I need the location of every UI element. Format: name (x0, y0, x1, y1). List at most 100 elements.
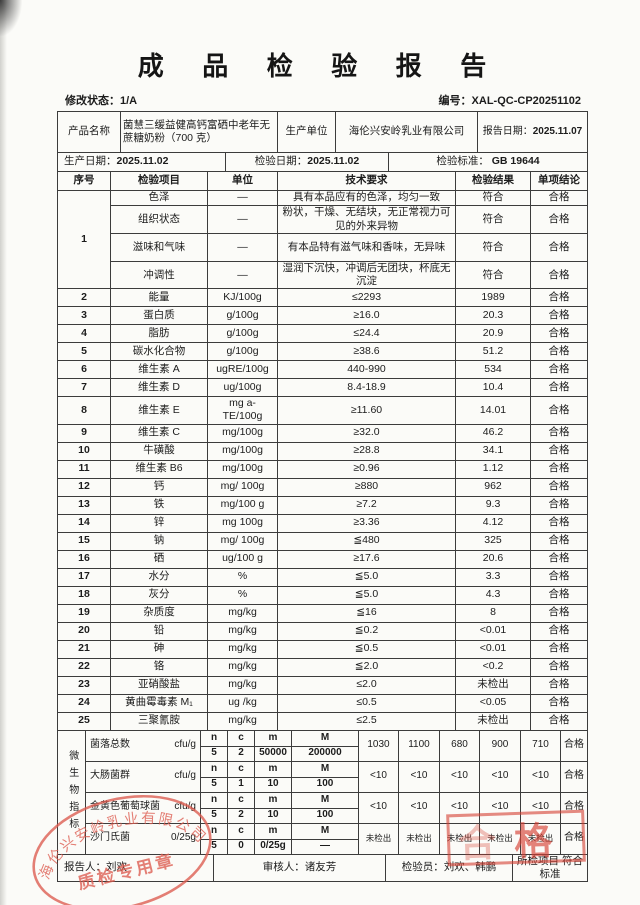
row-result: 46.2 (455, 423, 531, 443)
row-no: 22 (57, 657, 111, 677)
table-row: 11 维生素 B6 mg/100g ≥0.96 1.12 合格 (57, 459, 588, 479)
row-unit: mg/100g (207, 459, 278, 479)
grid-value-n: 5 (200, 838, 228, 855)
row-requirement: ≦480 (277, 531, 456, 551)
grid-header-m: m (254, 791, 292, 809)
row-item: 维生素 A (110, 360, 208, 380)
row-conclusion: 合格 (530, 657, 588, 677)
row-no: 9 (57, 423, 111, 443)
row-requirement: ≦2.0 (277, 657, 456, 677)
table-row: 23 亚硝酸盐 mg/kg ≤2.0 未检出 合格 (57, 675, 588, 695)
row-unit: mg/kg (207, 603, 278, 623)
row-conclusion: 合格 (530, 621, 588, 641)
micro-result: 未检出 (358, 822, 399, 855)
row-requirement: ≤0.5 (277, 693, 456, 713)
row-unit: mg/ 100g (207, 531, 278, 551)
grid-header-n: n (200, 822, 228, 840)
micro-result: 710 (520, 729, 561, 762)
table-row: 20 铅 mg/kg ≦0.2 <0.01 合格 (57, 621, 588, 641)
row-conclusion: 合格 (530, 378, 588, 398)
report-number: 编号：XAL-QC-CP20251102 (439, 92, 581, 108)
producer-value: 海伦兴安岭乳业有限公司 (335, 111, 478, 153)
micro-table: 微生物指标 菌落总数 cfu/g n c m M 1030 1100 680 90… (57, 729, 588, 855)
row-requirement: ≦5.0 (277, 567, 456, 587)
row-result: 325 (455, 531, 531, 551)
revision-label: 修改状态： (65, 95, 120, 107)
grid-header-c: c (227, 760, 255, 778)
row-no: 12 (57, 477, 111, 497)
micro-result: 1030 (358, 729, 399, 762)
row-item: 铁 (110, 495, 208, 515)
micro-result: 未检出 (398, 822, 440, 855)
row-item: 黄曲霉毒素 M₁ (110, 693, 208, 713)
micro-result: <10 (398, 760, 440, 793)
row-item: 灰分 (110, 585, 208, 605)
row-unit: mg/kg (207, 675, 278, 695)
info-table-bottom: 生产日期：2025.11.02 检验日期：2025.11.02 检验标准： GB… (57, 152, 588, 172)
row-requirement: ≥880 (277, 477, 456, 497)
row-conclusion: 合格 (530, 711, 588, 731)
row-unit: mg/kg (207, 639, 278, 659)
row-requirement: ≤2293 (277, 288, 456, 308)
table-row: 3 蛋白质 g/100g ≥16.0 20.3 合格 (57, 306, 588, 326)
row-no: 25 (57, 711, 111, 731)
row-conclusion: 合格 (530, 693, 588, 713)
row-result: 14.01 (455, 396, 531, 425)
row-no: 24 (57, 693, 111, 713)
micro-result: <10 (520, 791, 561, 824)
table-row: 1 色泽 — 具有本品应有的色泽，均匀一致 符合 合格 (57, 189, 588, 290)
grid-header-M: M (291, 791, 359, 809)
table-row: 2 能量 KJ/100g ≤2293 1989 合格 (57, 288, 588, 308)
row-requirement: ≥3.36 (277, 513, 456, 533)
row-item: 亚硝酸盐 (110, 675, 208, 695)
inspector-cell: 检验员：刘欢、韩鹏 (385, 853, 513, 882)
header-requirement: 技术要求 (277, 171, 456, 191)
row-item: 砷 (110, 639, 208, 659)
reporter-value: 刘欢 (106, 861, 127, 874)
header-result: 检验结果 (455, 171, 531, 191)
table-row: 12 钙 mg/ 100g ≥880 962 合格 (57, 477, 588, 497)
micro-side-label: 微生物指标 (57, 729, 86, 855)
row-requirement: ≥17.6 (277, 549, 456, 569)
row-result: 8 (455, 603, 531, 623)
checked-items-value: 符合标准 (539, 854, 583, 880)
row-unit: ug /kg (207, 693, 278, 713)
table-row: 4 脂肪 g/100g ≤24.4 20.9 合格 (57, 324, 588, 344)
grid-header-n: n (200, 760, 228, 778)
row-item: 铅 (110, 621, 208, 641)
row-requirement: ≤24.4 (277, 324, 456, 344)
row-unit: mg/100 g (207, 495, 278, 515)
info-table-top: 产品名称 菌慧三缓益健高钙富硒中老年无蔗糖奶粉（700 克） 生产单位 海伦兴安… (57, 111, 588, 153)
row-result: 4.12 (455, 513, 531, 533)
standard-cell: 检验标准： GB 19644 (388, 152, 588, 172)
table-row: 5 碳水化合物 g/100g ≥38.6 51.2 合格 (57, 342, 588, 362)
table-row: 24 黄曲霉毒素 M₁ ug /kg ≤0.5 <0.05 合格 (57, 693, 588, 713)
row-unit: g/100g (207, 342, 278, 362)
row-requirement: ≥32.0 (277, 423, 456, 443)
revision-value: 1/A (120, 95, 138, 107)
row-no: 1 (57, 189, 111, 290)
row-conclusion: 合格 (530, 567, 588, 587)
production-date-label: 生产日期： (64, 155, 117, 168)
micro-conclusion: 合格 (560, 760, 588, 793)
page-title: 成 品 检 验 报 告 (137, 52, 503, 81)
row-requirement: 具有本品应有的色泽，均匀一致 (277, 190, 456, 206)
report-date-label: 报告日期： (482, 125, 533, 137)
row-requirement: ≥7.2 (277, 495, 456, 515)
row-result: <0.2 (455, 657, 531, 677)
grid-header-M: M (291, 729, 359, 747)
row-result: 符合 (455, 260, 531, 290)
micro-unit: cfu/g (174, 739, 196, 751)
row-item: 脂肪 (110, 324, 208, 344)
micro-unit: 0/25g (170, 832, 196, 844)
row-no: 14 (57, 513, 111, 533)
micro-item-cell: 大肠菌群 cfu/g (85, 760, 201, 793)
row-result: 9.3 (455, 495, 531, 515)
meta-row: 修改状态：1/A 编号：XAL-QC-CP20251102 (57, 92, 587, 108)
row-unit: — (207, 190, 278, 206)
row-unit: mg/100g (207, 441, 278, 461)
row-requirement: ≤2.0 (277, 675, 456, 695)
row-no: 18 (57, 585, 111, 605)
table-row: 17 水分% ≦5.0 3.3 合格 (57, 567, 588, 587)
